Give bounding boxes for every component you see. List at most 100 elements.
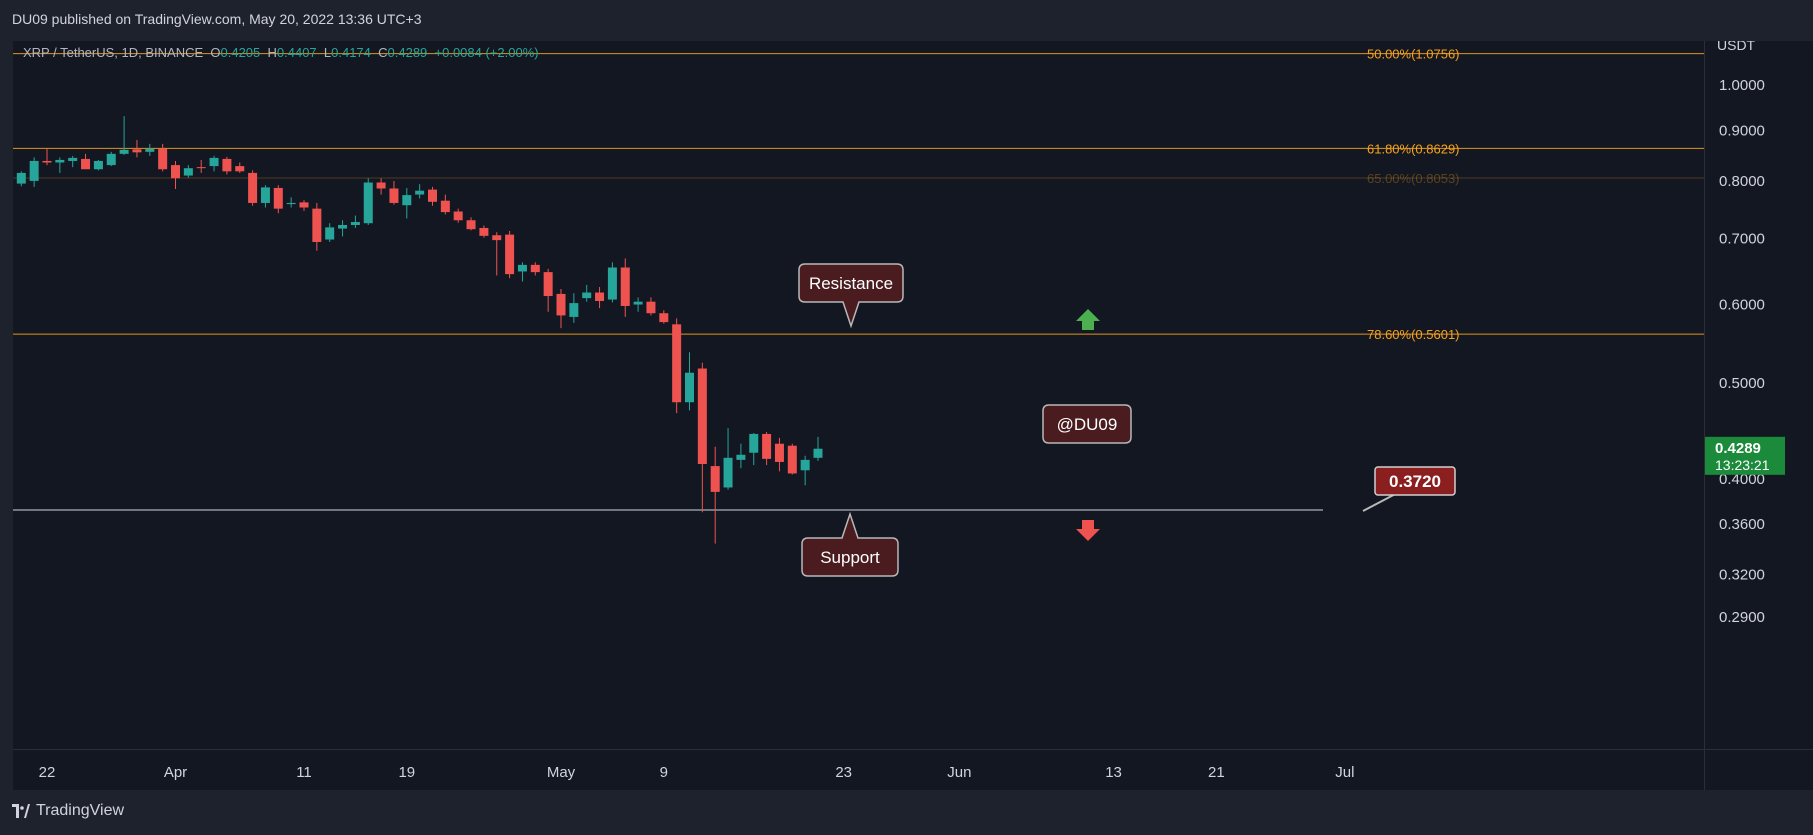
- candle-2022-03-29: [132, 139, 142, 158]
- candle-2022-05-21: [813, 436, 823, 461]
- symbol-legend: XRP / TetherUS, 1D, BINANCE O0.4205 H0.4…: [23, 45, 539, 60]
- candle-2022-03-26: [93, 159, 103, 171]
- candle-2022-04-17: [376, 178, 386, 195]
- candle-2022-04-05: [222, 156, 232, 175]
- candle-2022-04-14: [338, 220, 348, 237]
- tradingview-brand: TradingView: [36, 802, 125, 819]
- candle-2022-05-08: [646, 297, 656, 316]
- candle-body: [505, 234, 515, 275]
- candle-2022-03-20: [16, 171, 26, 187]
- candle-body: [492, 235, 502, 241]
- candle-body: [29, 160, 39, 181]
- candle-body: [787, 445, 797, 474]
- candle-body: [119, 149, 129, 154]
- candle-2022-04-23: [453, 208, 463, 223]
- publisher-bar: DU09 published on TradingView.com, May 2…: [0, 0, 1813, 40]
- low-label: L: [323, 45, 332, 60]
- author-watermark-box: [1042, 404, 1132, 444]
- price-axis[interactable]: USDT 1.0000 0.9000 0.8000 0.7000 0.6000 0.5000…: [1704, 41, 1813, 749]
- candle-body: [672, 324, 682, 403]
- candle-body: [774, 443, 784, 462]
- candle-body: [620, 267, 630, 306]
- candle-body: [466, 220, 476, 230]
- time-axis[interactable]: 22 Apr 11 19 May 9 23 Jun 13 21 Jul: [13, 749, 1704, 790]
- price-tick-label: 0.3200: [1719, 567, 1765, 584]
- candle-body: [376, 182, 386, 189]
- candle-2022-05-14: [723, 428, 733, 490]
- candle-2022-05-03: [582, 284, 592, 302]
- down-arrow-shape: [1076, 520, 1100, 541]
- candle-body: [55, 159, 65, 163]
- low-value: 0.4174: [331, 45, 371, 60]
- up-arrow-shape: [1076, 309, 1100, 330]
- candle-2022-05-05: [607, 262, 617, 303]
- tradingview-logo[interactable]: TradingView: [12, 802, 124, 820]
- candle-body: [363, 182, 373, 224]
- price-tick-label: 0.6000: [1719, 297, 1765, 314]
- time-tick-label: Apr: [164, 764, 187, 781]
- footer-bar: TradingView: [0, 790, 1813, 835]
- support-callout-text: Support: [820, 548, 880, 567]
- candle-2022-04-25: [479, 225, 489, 238]
- candle-body: [762, 433, 772, 459]
- chart-pane[interactable]: 50.00%(1.0756) 61.80%(0.8629) 65.00%(0.805…: [13, 41, 1704, 749]
- publisher-text: DU09 published on TradingView.com, May 2…: [12, 11, 422, 27]
- candle-2022-04-18: [389, 180, 399, 205]
- price-tick-label: 0.9000: [1719, 122, 1765, 139]
- candle-body: [106, 153, 116, 166]
- candle-body: [273, 187, 283, 209]
- candle-body: [235, 166, 245, 172]
- candle-2022-05-04: [595, 286, 605, 309]
- change-value: +0.0084 (+2.00%): [434, 45, 539, 60]
- candle-body: [222, 158, 232, 172]
- candle-body: [440, 200, 450, 213]
- candle-body: [697, 368, 707, 465]
- symbol-label: XRP / TetherUS, 1D, BINANCE: [23, 45, 204, 60]
- candle-body: [556, 293, 566, 316]
- author-watermark-text: @DU09: [1057, 415, 1118, 434]
- candle-2022-03-27: [106, 151, 116, 167]
- time-tick-label: 9: [660, 764, 668, 781]
- candle-body: [530, 264, 540, 273]
- candle-2022-05-17: [762, 432, 772, 466]
- candle-body: [607, 267, 617, 300]
- price-axis-unit: USDT: [1717, 41, 1756, 53]
- candle-body: [723, 457, 733, 488]
- bar-countdown: 13:23:21: [1715, 457, 1770, 473]
- candle-body: [595, 292, 605, 301]
- price-tick-label: 0.5000: [1719, 375, 1765, 392]
- candle-2022-05-18: [774, 437, 784, 472]
- fib-level-65-label: 65.00%(0.8053): [1367, 171, 1460, 186]
- candle-2022-04-22: [440, 194, 450, 215]
- close-value: 0.4289: [387, 45, 428, 60]
- up-arrow-icon: [1076, 309, 1100, 330]
- time-tick-label: Jun: [947, 764, 971, 781]
- candle-body: [402, 195, 412, 206]
- candle-2022-04-13: [325, 223, 335, 242]
- candle-body: [569, 303, 579, 317]
- candle-2022-05-12: [697, 362, 707, 513]
- price-tick-label: 0.3600: [1719, 516, 1765, 533]
- candle-2022-05-16: [749, 432, 759, 466]
- candle-2022-05-01: [556, 289, 566, 329]
- time-tick-label: 11: [296, 764, 312, 781]
- open-value: 0.4205: [220, 45, 261, 60]
- candle-body: [479, 227, 489, 236]
- candle-2022-04-03: [196, 159, 206, 173]
- candle-2022-04-24: [466, 217, 476, 231]
- price-tick-label: 0.8000: [1719, 173, 1765, 190]
- candle-body: [196, 167, 206, 169]
- candle-2022-04-16: [363, 178, 373, 225]
- candlestick-chart[interactable]: 50.00%(1.0756) 61.80%(0.8629) 65.00%(0.805…: [13, 41, 1704, 749]
- candle-body: [517, 264, 527, 272]
- candle-body: [81, 158, 91, 170]
- candle-2022-04-27: [505, 230, 515, 279]
- candle-2022-04-20: [415, 184, 425, 199]
- candle-body: [286, 202, 296, 205]
- time-tick-label: May: [547, 764, 576, 781]
- current-price-value: 0.4289: [1715, 440, 1761, 457]
- price-tick-label: 0.2900: [1719, 609, 1765, 626]
- candle-body: [453, 211, 463, 221]
- candle-body: [800, 459, 810, 471]
- fib-level-78-6-label: 78.60%(0.5601): [1367, 327, 1460, 342]
